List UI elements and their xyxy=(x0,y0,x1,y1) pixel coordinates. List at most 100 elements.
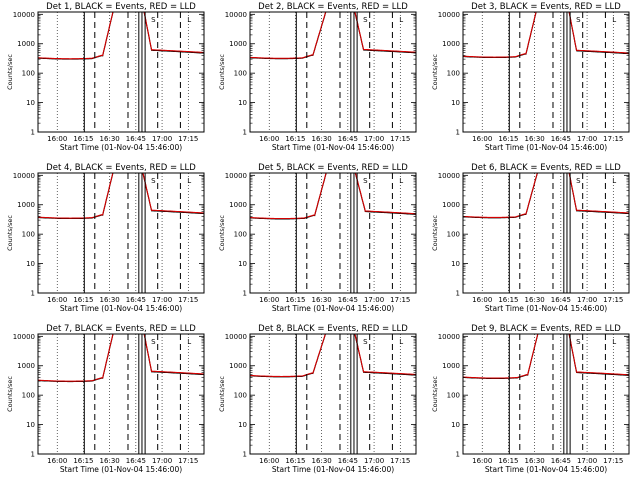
y-axis-label: Counts/sec xyxy=(431,54,439,90)
y-tick-label: 1000 xyxy=(17,201,35,209)
x-tick-label: 17:00 xyxy=(364,296,384,304)
x-tick-label: 16:00 xyxy=(259,296,279,304)
x-tick-label: 16:00 xyxy=(47,457,67,465)
x-tick-label: 16:30 xyxy=(312,296,332,304)
y-tick-label: 1 xyxy=(31,451,35,459)
marker-annotation: S xyxy=(576,16,581,24)
y-axis-label: Counts/sec xyxy=(431,376,439,412)
x-tick-label: 17:00 xyxy=(152,135,172,143)
x-tick-label: 16:45 xyxy=(551,457,571,465)
panel-det-4: Det 4, BLACK = Events, RED = LLD S L 1 10 100… xyxy=(6,163,205,313)
lld-series-line xyxy=(463,334,629,379)
x-tick-label: 16:00 xyxy=(47,296,67,304)
y-axis-label: Counts/sec xyxy=(6,376,14,412)
panel-det-7: Det 7, BLACK = Events, RED = LLD S L 1 10 100… xyxy=(6,324,205,474)
y-tick-label: 10000 xyxy=(13,172,35,180)
y-tick-label: 100 xyxy=(234,70,247,78)
marker-annotation: S xyxy=(576,338,581,346)
x-tick-label: 17:15 xyxy=(603,296,623,304)
y-tick-label: 1 xyxy=(31,290,35,298)
plot-frame xyxy=(249,11,417,133)
x-tick-label: 17:15 xyxy=(178,296,198,304)
y-tick-label: 100 xyxy=(22,392,35,400)
y-tick-label: 10 xyxy=(451,99,460,107)
y-tick-label: 1 xyxy=(243,290,247,298)
panel-det-2: Det 2, BLACK = Events, RED = LLD S L 1 10 100… xyxy=(218,2,417,152)
x-tick-label: 16:15 xyxy=(73,135,93,143)
marker-annotation: L xyxy=(612,338,616,346)
y-tick-label: 100 xyxy=(22,231,35,239)
x-tick-label: 16:00 xyxy=(259,457,279,465)
y-tick-label: 1000 xyxy=(17,362,35,370)
x-tick-label: 17:15 xyxy=(390,296,410,304)
marker-annotation: S xyxy=(363,338,368,346)
marker-annotation: S xyxy=(151,338,156,346)
panel-title: Det 2, BLACK = Events, RED = LLD xyxy=(258,2,408,12)
marker-annotation: L xyxy=(399,16,403,24)
y-tick-label: 10000 xyxy=(13,11,35,19)
x-tick-label: 17:15 xyxy=(178,457,198,465)
y-tick-label: 1 xyxy=(456,451,460,459)
x-tick-label: 16:00 xyxy=(472,296,492,304)
x-tick-label: 16:45 xyxy=(126,135,146,143)
panel-title: Det 4, BLACK = Events, RED = LLD xyxy=(46,163,196,173)
x-tick-label: 16:30 xyxy=(100,135,120,143)
panel-title: Det 6, BLACK = Events, RED = LLD xyxy=(471,163,621,173)
x-tick-label: 17:00 xyxy=(364,135,384,143)
y-tick-label: 10 xyxy=(451,260,460,268)
y-tick-label: 10 xyxy=(26,99,35,107)
panel-title: Det 1, BLACK = Events, RED = LLD xyxy=(46,2,196,12)
marker-annotation: L xyxy=(187,16,191,24)
x-tick-label: 17:15 xyxy=(178,135,198,143)
panel-title: Det 7, BLACK = Events, RED = LLD xyxy=(46,324,196,334)
y-tick-label: 100 xyxy=(22,70,35,78)
y-tick-label: 100 xyxy=(447,70,460,78)
y-tick-label: 1000 xyxy=(442,362,460,370)
y-tick-label: 10 xyxy=(238,99,247,107)
x-tick-label: 16:45 xyxy=(126,457,146,465)
y-tick-label: 1 xyxy=(243,129,247,137)
y-tick-label: 10 xyxy=(238,421,247,429)
y-tick-label: 10000 xyxy=(438,333,460,341)
lld-series-line xyxy=(38,12,204,60)
marker-annotation: L xyxy=(612,177,616,185)
plot-frame xyxy=(249,333,417,455)
x-axis-label: Start Time (01-Nov-04 15:46:00) xyxy=(485,304,607,313)
x-tick-label: 16:30 xyxy=(312,457,332,465)
lld-series-line xyxy=(250,334,416,378)
y-tick-label: 1 xyxy=(456,290,460,298)
y-tick-label: 10000 xyxy=(13,333,35,341)
x-tick-label: 16:15 xyxy=(73,457,93,465)
x-tick-label: 16:30 xyxy=(525,296,545,304)
marker-annotation: L xyxy=(187,177,191,185)
y-tick-label: 1000 xyxy=(442,40,460,48)
x-tick-label: 17:00 xyxy=(152,296,172,304)
panel-det-5: Det 5, BLACK = Events, RED = LLD S L 1 10 100… xyxy=(218,163,417,313)
y-tick-label: 10 xyxy=(26,260,35,268)
x-tick-label: 16:15 xyxy=(498,135,518,143)
x-tick-label: 17:15 xyxy=(390,135,410,143)
x-tick-label: 17:15 xyxy=(603,457,623,465)
plot-frame xyxy=(37,333,205,455)
lld-series-line xyxy=(463,173,629,218)
y-tick-label: 100 xyxy=(234,392,247,400)
x-axis-label: Start Time (01-Nov-04 15:46:00) xyxy=(272,465,394,474)
y-axis-label: Counts/sec xyxy=(431,215,439,251)
x-tick-label: 16:45 xyxy=(126,296,146,304)
x-tick-label: 16:45 xyxy=(551,135,571,143)
x-tick-label: 16:15 xyxy=(498,457,518,465)
x-tick-label: 16:45 xyxy=(338,135,358,143)
y-tick-label: 10 xyxy=(26,421,35,429)
marker-annotation: S xyxy=(576,177,581,185)
panel-title: Det 9, BLACK = Events, RED = LLD xyxy=(471,324,621,334)
panel-det-3: Det 3, BLACK = Events, RED = LLD S L 1 10 100… xyxy=(431,2,630,152)
x-tick-label: 16:45 xyxy=(338,296,358,304)
plot-frame xyxy=(249,172,417,294)
y-tick-label: 1000 xyxy=(442,201,460,209)
y-tick-label: 1000 xyxy=(229,40,247,48)
lld-series-line xyxy=(250,173,416,220)
y-tick-label: 100 xyxy=(447,392,460,400)
panel-det-6: Det 6, BLACK = Events, RED = LLD S L 1 10 100… xyxy=(431,163,630,313)
y-tick-label: 100 xyxy=(234,231,247,239)
x-tick-label: 17:00 xyxy=(577,457,597,465)
